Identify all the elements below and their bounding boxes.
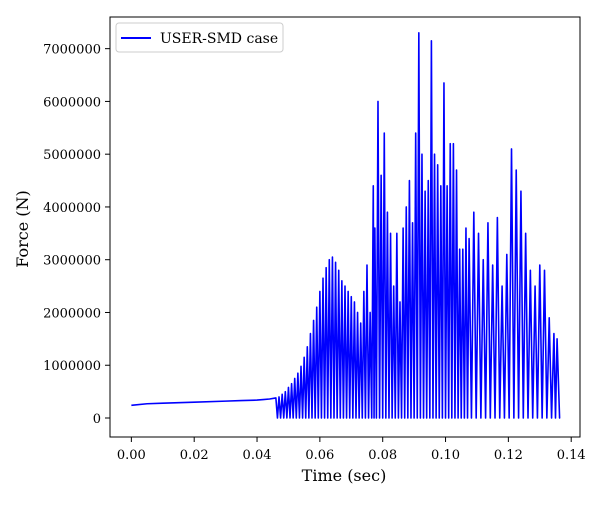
x-tick-label: 0.02 <box>180 448 209 463</box>
y-axis-title: Force (N) <box>13 190 32 268</box>
y-axis: 0 1000000 2000000 3000000 4000000 5000000 6000… <box>43 43 110 427</box>
y-tick-label: 1000000 <box>43 359 101 374</box>
x-tick-label: 0.14 <box>557 448 586 463</box>
y-tick-label: 3000000 <box>43 254 101 269</box>
y-tick-label: 4000000 <box>43 201 101 216</box>
y-tick-label: 5000000 <box>43 148 101 163</box>
y-tick-label: 7000000 <box>43 43 101 58</box>
x-tick-label: 0.06 <box>305 448 334 463</box>
x-tick-label: 0.10 <box>431 448 460 463</box>
x-tick-label: 0.12 <box>494 448 523 463</box>
x-tick-label: 0.08 <box>368 448 397 463</box>
y-tick-label: 2000000 <box>43 306 101 321</box>
y-tick-label: 0 <box>93 412 101 427</box>
legend-label: USER-SMD case <box>160 31 278 47</box>
y-tick-label: 6000000 <box>43 95 101 110</box>
x-tick-label: 0.04 <box>243 448 272 463</box>
x-axis-title: Time (sec) <box>302 466 387 485</box>
x-tick-label: 0.00 <box>117 448 146 463</box>
x-axis: 0.00 0.02 0.04 0.06 0.08 0.10 0.12 0.14 <box>117 437 586 463</box>
legend: USER-SMD case <box>116 23 283 52</box>
